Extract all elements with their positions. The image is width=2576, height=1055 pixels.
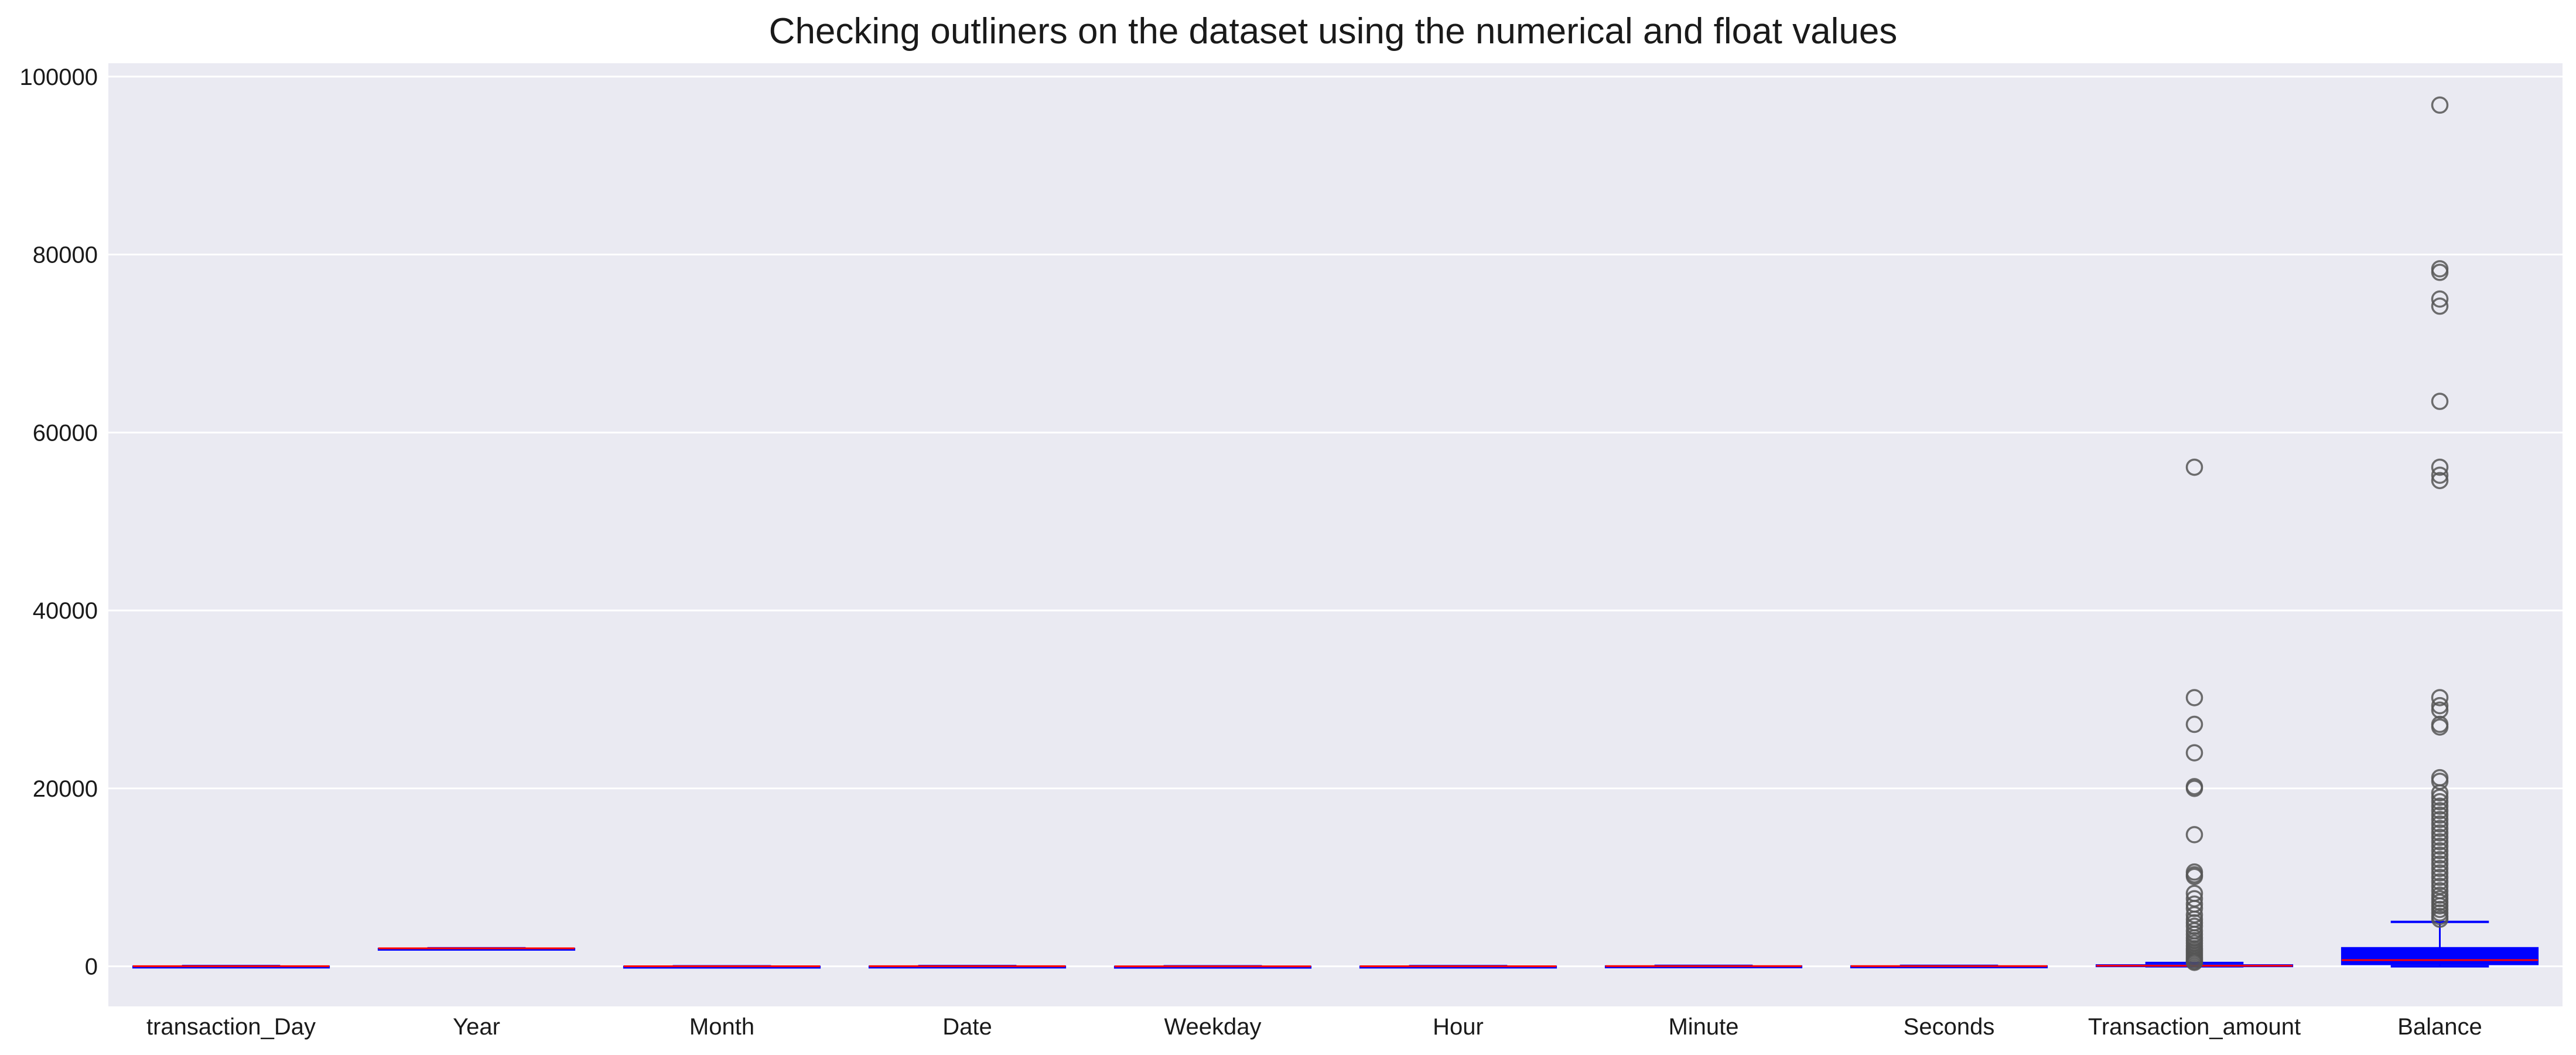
outlier-point [2431, 96, 2449, 114]
x-tick-label: Seconds [1904, 1014, 1995, 1040]
outlier-point [2431, 696, 2449, 715]
x-tick-label: Date [942, 1014, 992, 1040]
outlier-point [2431, 811, 2449, 828]
plot-background [108, 63, 2563, 1006]
box-Transaction_amount [2095, 458, 2294, 971]
outlier-point [2431, 797, 2449, 815]
box-Seconds [1850, 964, 2048, 968]
x-tick-label: Transaction_amount [2088, 1014, 2301, 1040]
outlier-point [2431, 842, 2449, 859]
outlier-point [2431, 851, 2449, 869]
outlier-point [2431, 859, 2449, 878]
y-tick-label: 60000 [33, 420, 98, 446]
outlier-point [2431, 855, 2449, 873]
outlier-point [2185, 780, 2203, 797]
outlier-point [2431, 784, 2449, 802]
outlier-point [2185, 954, 2203, 971]
outlier-point [2431, 689, 2449, 706]
outlier-point [2431, 392, 2449, 410]
y-tick-label: 20000 [33, 776, 98, 802]
y-tick-label: 0 [85, 954, 98, 980]
x-tick-label: Hour [1433, 1014, 1484, 1040]
outlier-point [2431, 472, 2449, 490]
outlier-point [2185, 826, 2203, 844]
box-transaction_Day [132, 965, 330, 969]
outlier-point [2431, 458, 2449, 476]
outlier-point [2185, 689, 2203, 706]
outlier-point [2431, 788, 2449, 806]
outlier-point [2431, 290, 2449, 308]
box-Weekday [1113, 965, 1312, 969]
outlier-point [2431, 815, 2449, 833]
x-tick-label: Weekday [1164, 1014, 1261, 1040]
outlier-point [2185, 744, 2203, 762]
outlier-point [2431, 297, 2449, 315]
outlier-point [2431, 820, 2449, 837]
outlier-point [2431, 793, 2449, 811]
outlier-point [2185, 458, 2203, 476]
y-tick-label: 100000 [20, 64, 98, 90]
outlier-point [2185, 868, 2203, 885]
outlier-point [2431, 264, 2449, 281]
box-series [132, 96, 2539, 971]
outlier-point [2431, 828, 2449, 846]
outlier-point [2431, 802, 2449, 820]
y-axis: 0 20000 40000 60000 80000 100000 [20, 64, 98, 980]
box-iqr [2341, 947, 2539, 965]
box-Hour [1359, 965, 1557, 969]
x-tick-label: Balance [2397, 1014, 2482, 1040]
gridlines [108, 76, 2563, 968]
outlier-point [2431, 718, 2449, 736]
outlier-point [2431, 864, 2449, 882]
outlier-point [2185, 715, 2203, 733]
outlier-point [2431, 833, 2449, 851]
x-axis: transaction_Day Year Month Date Weekday Hour M… [146, 1014, 2482, 1040]
outlier-point [2431, 466, 2449, 484]
box-Month [623, 965, 821, 969]
box-Date [868, 965, 1067, 969]
y-tick-label: 80000 [33, 243, 98, 268]
chart-title: Checking outliners on the dataset using … [769, 11, 1898, 52]
outlier-point [2431, 824, 2449, 842]
y-tick-label: 40000 [33, 598, 98, 624]
x-tick-label: Minute [1668, 1014, 1738, 1040]
outlier-point [2431, 806, 2449, 824]
outlier-point [2431, 846, 2449, 864]
x-tick-label: Year [453, 1014, 500, 1040]
outlier-point [2431, 837, 2449, 855]
outlier-point [2431, 869, 2449, 886]
box-Balance [2341, 96, 2539, 968]
x-tick-label: transaction_Day [146, 1014, 316, 1040]
outlier-point [2431, 910, 2449, 928]
outlier-point [2431, 873, 2449, 891]
box-Minute [1604, 964, 1803, 968]
box-Year [377, 947, 576, 951]
x-tick-label: Month [689, 1014, 754, 1040]
